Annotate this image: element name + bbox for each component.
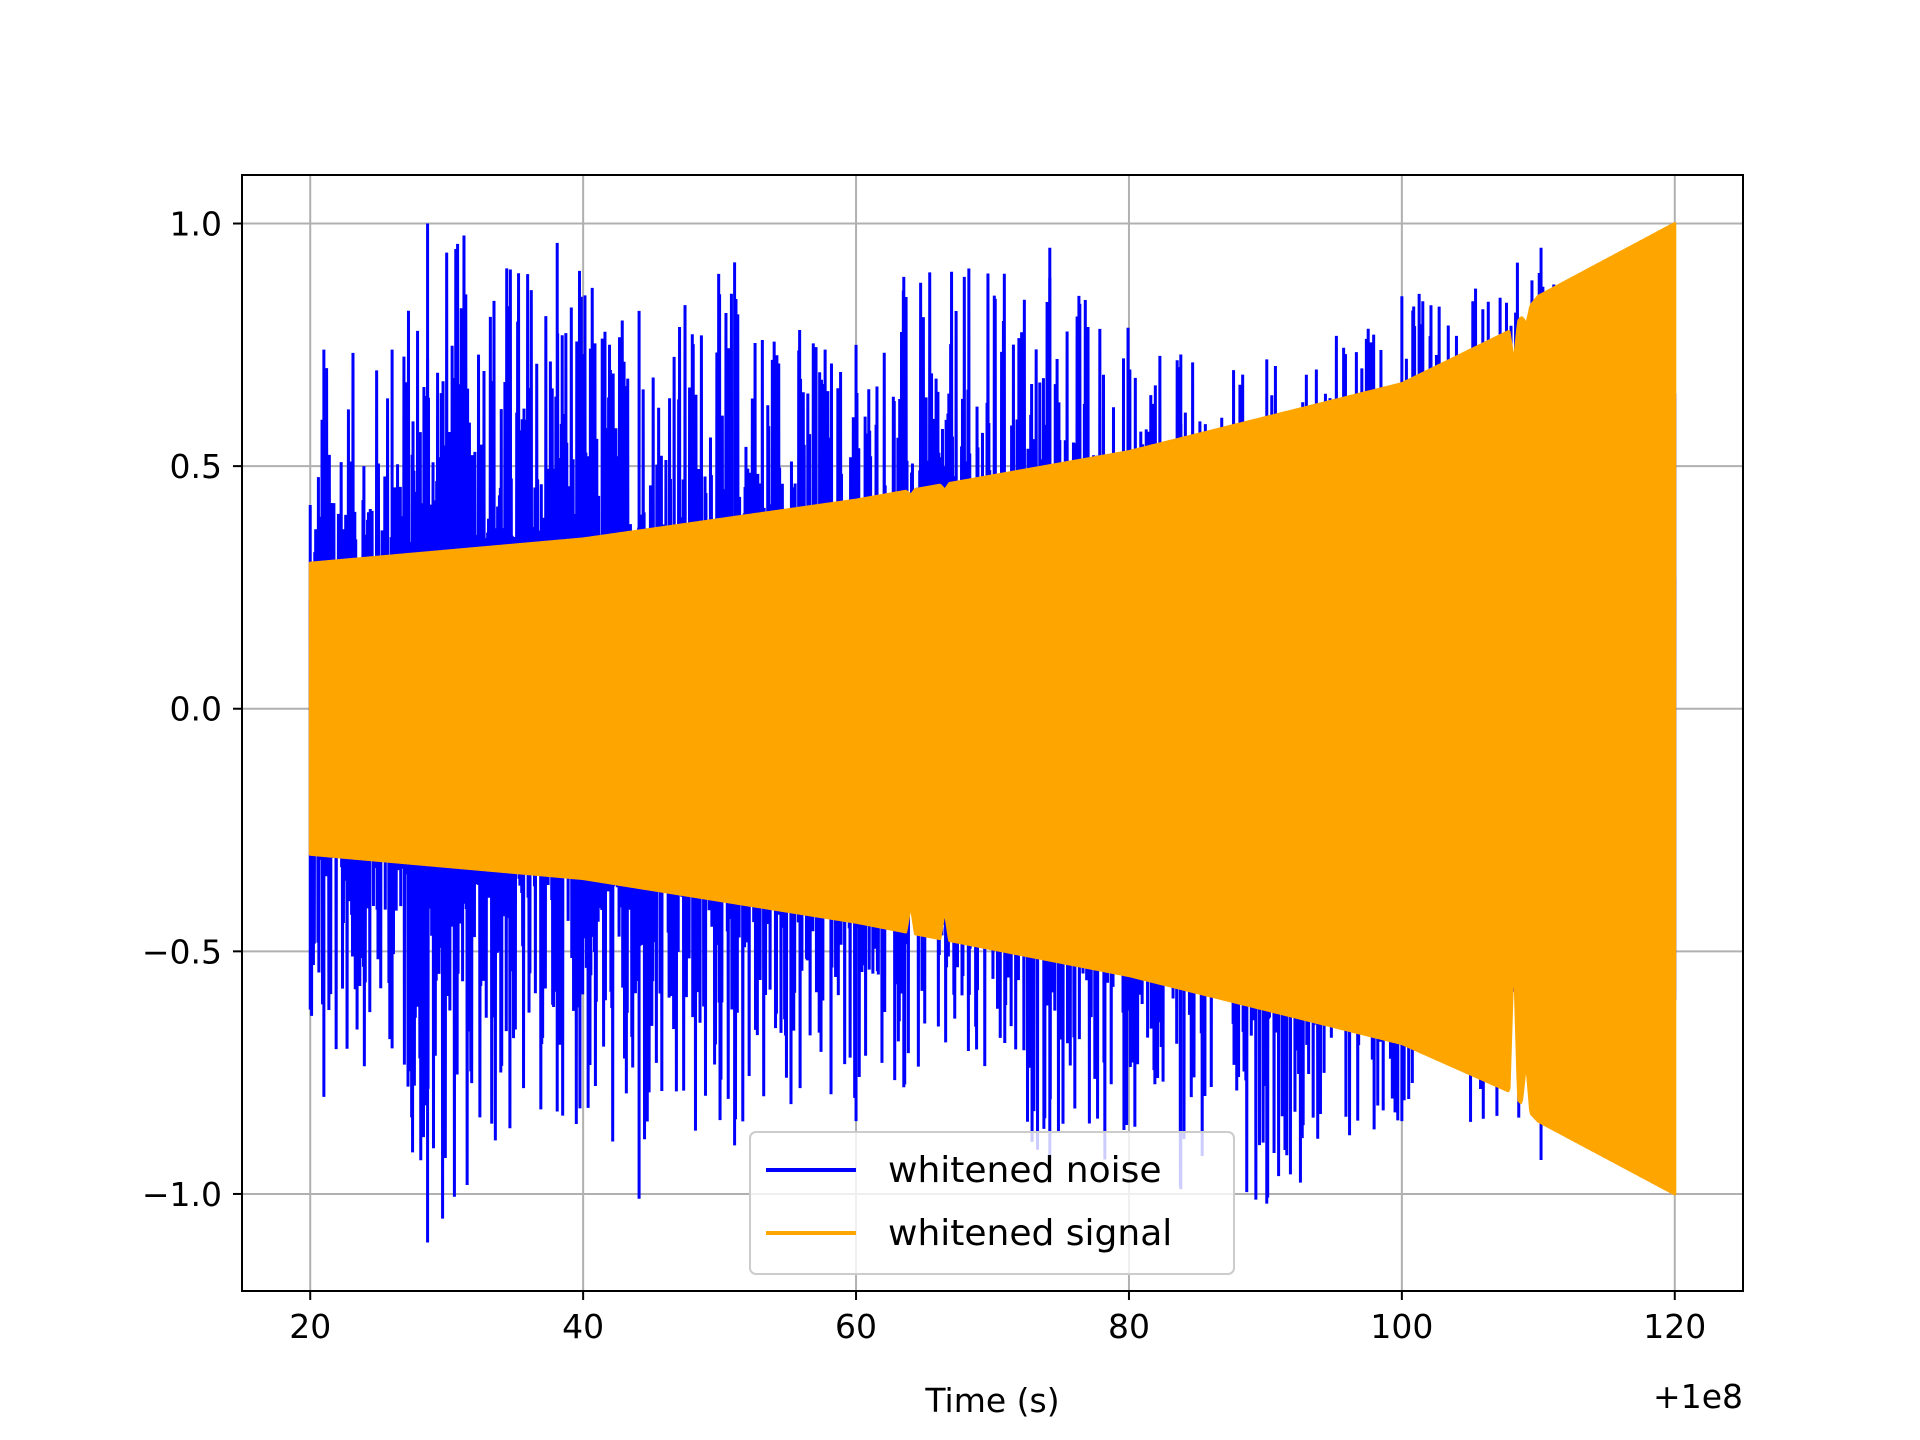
series-line-whitened-signal <box>308 222 1677 1196</box>
x-tick-label: 120 <box>1643 1307 1706 1346</box>
x-offset-label: +1e8 <box>1653 1377 1743 1416</box>
legend-label-whitened-signal: whitened signal <box>888 1213 1172 1254</box>
legend: whitened noise whitened signal <box>749 1131 1235 1275</box>
x-tick-label: 100 <box>1370 1307 1433 1346</box>
x-axis-label: Time (s) <box>924 1381 1059 1420</box>
y-tick-label: −0.5 <box>142 932 222 971</box>
y-tick-label: −1.0 <box>142 1175 222 1214</box>
plot-frame <box>241 174 1744 1292</box>
y-tick-label: 0.0 <box>170 690 222 729</box>
x-tick-label: 80 <box>1108 1307 1150 1346</box>
y-tick-label: 1.0 <box>170 205 222 244</box>
x-tick-label: 40 <box>562 1307 604 1346</box>
x-tick-label: 60 <box>835 1307 877 1346</box>
x-tick-label: 20 <box>289 1307 331 1346</box>
series-layer <box>308 222 1677 1243</box>
axis-ticks: 20 40 60 80 100 120 −1.0 −0.5 0.0 0.5 1.0 <box>142 205 1706 1346</box>
legend-box <box>749 1131 1235 1275</box>
legend-label-whitened-noise: whitened noise <box>888 1150 1162 1191</box>
y-tick-label: 0.5 <box>170 447 222 486</box>
